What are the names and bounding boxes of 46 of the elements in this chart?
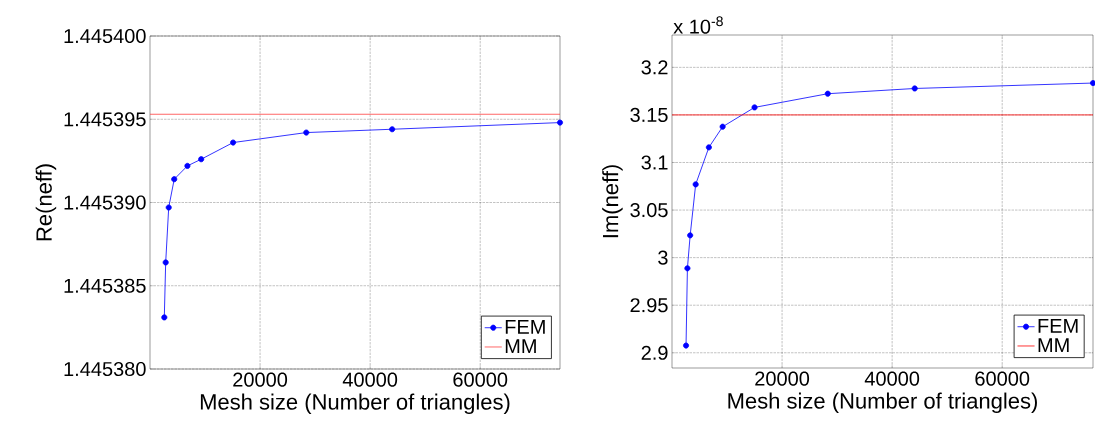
y-tick-label: 2.9 [641, 345, 668, 360]
y-tick-label: 3.1 [641, 155, 668, 170]
point [230, 139, 237, 146]
y-axis-title: Im(neff) [602, 165, 623, 238]
y-tick-label: 3.05 [630, 202, 668, 218]
point [303, 129, 310, 136]
legend-label: MM [505, 339, 536, 354]
point [198, 156, 205, 163]
point [184, 162, 191, 169]
y-tick-label: 1.445395 [64, 112, 146, 127]
point [705, 144, 712, 151]
y-tick-label: 1.445385 [64, 278, 146, 293]
point [389, 126, 396, 133]
text: x 10$^{-8}$ [673, 16, 723, 34]
point [162, 259, 169, 266]
point [751, 104, 758, 111]
x-tick-label: 40000 [864, 371, 920, 386]
point [687, 232, 694, 239]
point [684, 265, 691, 272]
x-axis-title: Mesh size (Number of triangles) [200, 393, 510, 415]
point [161, 314, 168, 321]
point [719, 123, 726, 130]
y-tick-label: 1.445380 [64, 361, 146, 377]
point [911, 85, 918, 92]
x-tick-label: 20000 [233, 372, 288, 387]
x-tick-label: 40000 [342, 372, 398, 387]
point [165, 204, 172, 211]
y-tick-label: 3.15 [630, 107, 668, 122]
y-axis-title: Re(neff) [35, 164, 57, 241]
point [557, 119, 564, 126]
y-tick-label: 1.445390 [64, 195, 146, 210]
x-tick-label: 20000 [755, 371, 810, 386]
y-tick-label: 1.445400 [64, 28, 146, 44]
legend-label: FEM [1038, 319, 1078, 333]
x-tick-label: 60000 [975, 371, 1030, 386]
x-tick-label: 60000 [453, 372, 508, 387]
point [824, 90, 831, 97]
x-axis-title: Mesh size (Number of triangles) [728, 392, 1037, 414]
y-tick-label: 2.95 [630, 298, 668, 313]
legend-label: MM [1038, 338, 1069, 353]
point [171, 176, 178, 183]
point [683, 342, 690, 349]
point [692, 181, 699, 188]
legend-label: FEM [505, 320, 545, 334]
y-tick-label: 3.2 [641, 60, 668, 75]
y-tick-label: 3 [658, 250, 668, 265]
